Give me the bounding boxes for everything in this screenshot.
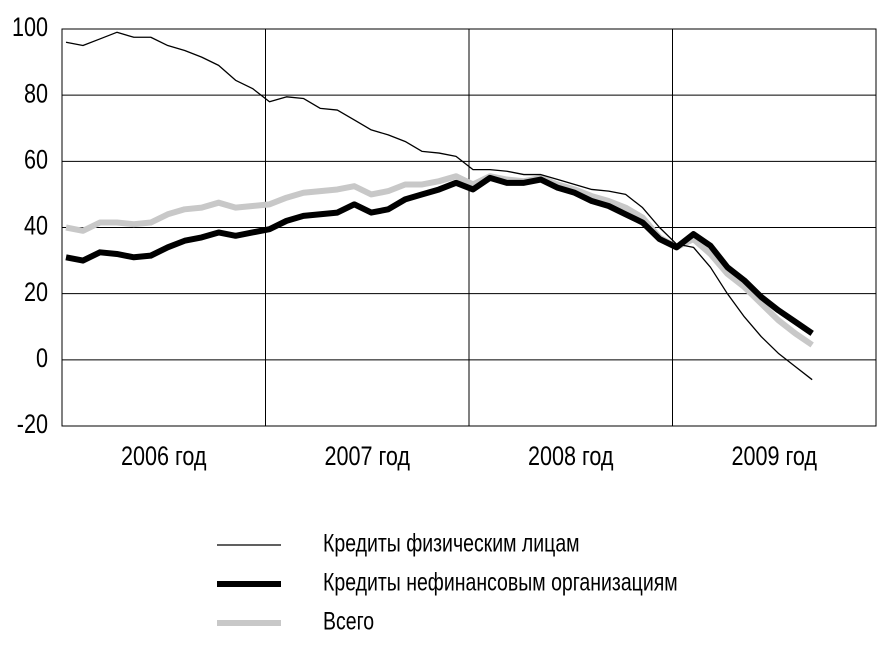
y-tick-label: -20 bbox=[17, 410, 48, 440]
y-tick-label: 0 bbox=[36, 344, 48, 374]
y-tick-label: 20 bbox=[24, 278, 48, 308]
y-tick-label: 60 bbox=[24, 145, 48, 175]
y-tick-label: 40 bbox=[24, 211, 48, 241]
x-tick-label: 2009 год bbox=[731, 442, 817, 472]
legend-label: Всего bbox=[323, 607, 374, 635]
x-tick-label: 2006 год bbox=[121, 442, 207, 472]
plot-frame bbox=[61, 28, 877, 427]
x-tick-label: 2007 год bbox=[324, 442, 410, 472]
legend-label: Кредиты нефинансовым организациям bbox=[323, 568, 678, 596]
legend-label: Кредиты физическим лицам bbox=[323, 529, 580, 557]
y-tick-label: 100 bbox=[12, 13, 48, 43]
series-line bbox=[65, 31, 813, 381]
y-tick-label: 80 bbox=[24, 79, 48, 109]
x-tick-label: 2008 год bbox=[528, 442, 614, 472]
series-line bbox=[65, 174, 814, 336]
series-line bbox=[65, 173, 814, 348]
